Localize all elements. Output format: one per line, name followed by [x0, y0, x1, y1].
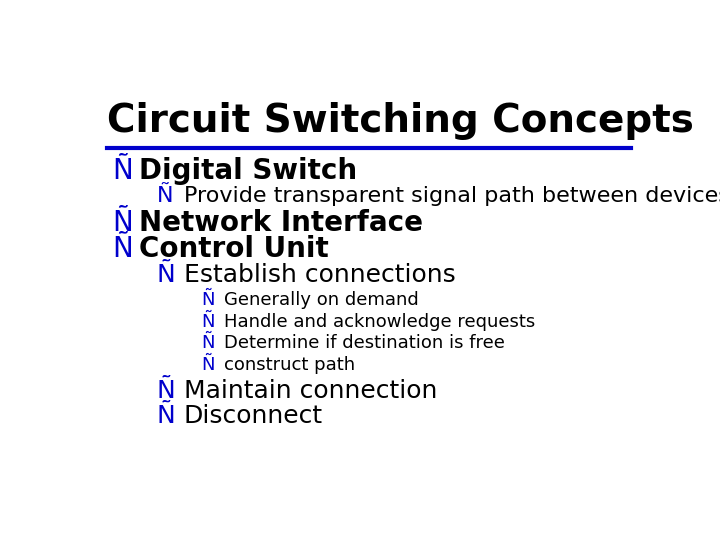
Text: Digital Switch: Digital Switch: [139, 157, 357, 185]
Text: Network Interface: Network Interface: [139, 209, 423, 237]
Text: Ñ: Ñ: [157, 186, 174, 206]
Text: Ñ: Ñ: [112, 209, 133, 237]
Text: Ñ: Ñ: [202, 313, 215, 331]
Text: Disconnect: Disconnect: [184, 404, 323, 428]
Text: Provide transparent signal path between devices: Provide transparent signal path between …: [184, 186, 720, 206]
Text: Handle and acknowledge requests: Handle and acknowledge requests: [224, 313, 535, 331]
Text: Determine if destination is free: Determine if destination is free: [224, 334, 505, 353]
Text: Ñ: Ñ: [202, 356, 215, 374]
Text: Ñ: Ñ: [112, 234, 133, 262]
Text: Ñ: Ñ: [202, 291, 215, 309]
Text: Ñ: Ñ: [157, 379, 176, 403]
Text: Circuit Switching Concepts: Circuit Switching Concepts: [107, 102, 693, 140]
Text: Maintain connection: Maintain connection: [184, 379, 437, 403]
Text: Establish connections: Establish connections: [184, 263, 456, 287]
Text: Control Unit: Control Unit: [139, 234, 329, 262]
Text: Ñ: Ñ: [112, 157, 133, 185]
Text: Ñ: Ñ: [157, 263, 176, 287]
Text: construct path: construct path: [224, 356, 355, 374]
Text: Ñ: Ñ: [202, 334, 215, 353]
Text: Ñ: Ñ: [157, 404, 176, 428]
Text: Generally on demand: Generally on demand: [224, 291, 418, 309]
